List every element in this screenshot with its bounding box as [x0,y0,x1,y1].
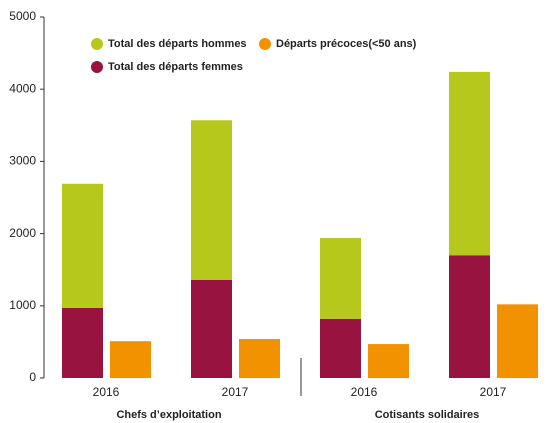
bar-precoces [368,344,409,378]
legend-marker [91,61,103,73]
group-label: Cotisants solidaires [375,409,480,421]
group-label: Chefs d’exploitation [116,409,221,421]
bar-hommes [320,237,361,319]
y-tick-label: 4000 [9,81,36,95]
x-tick-label: 2017 [222,385,249,399]
y-tick-label: 0 [29,370,36,384]
y-tick-label: 5000 [9,9,36,23]
bar-femmes [320,318,361,378]
bar-precoces [239,339,280,378]
x-tick-label: 2016 [93,385,120,399]
bar-hommes [62,183,103,308]
legend-marker [91,38,103,50]
bar-precoces [497,304,538,378]
legend-marker [259,38,271,50]
bar-hommes [449,71,490,256]
legend-label: Total des départs hommes [108,38,247,50]
bar-hommes [191,120,232,280]
bar-femmes [62,307,103,378]
y-tick-label: 1000 [9,298,36,312]
legend-label: Total des départs femmes [108,61,243,73]
y-tick-label: 2000 [9,226,36,240]
x-tick-label: 2016 [351,385,378,399]
legend-label: Départs précoces(<50 ans) [276,38,417,50]
bar-precoces [110,341,151,378]
bar-femmes [449,255,490,378]
bar-femmes [191,279,232,378]
x-tick-label: 2017 [480,385,507,399]
y-tick-label: 3000 [9,154,36,168]
